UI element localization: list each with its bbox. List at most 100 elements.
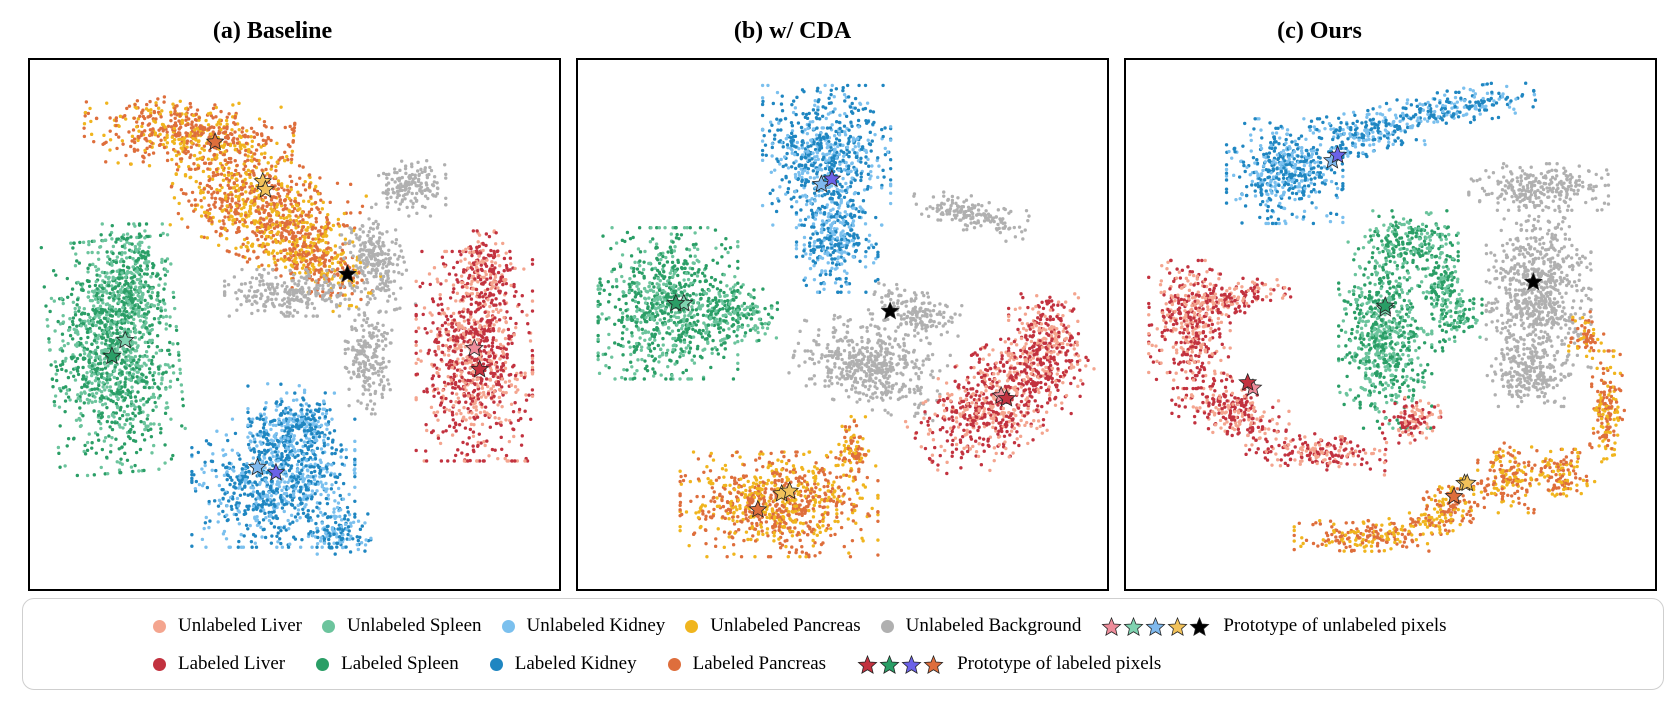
scatter-point [206, 123, 211, 127]
scatter-point [237, 203, 242, 207]
scatter-point [270, 301, 275, 306]
scatter-point [336, 217, 341, 222]
scatter-point [108, 291, 112, 296]
scatter-point [275, 160, 279, 164]
scatter-point [360, 278, 364, 282]
scatter-point [419, 167, 423, 172]
scatter-point [120, 326, 124, 331]
scatter-point [119, 405, 123, 410]
scatter-point [365, 406, 369, 411]
scatter-point [434, 413, 438, 418]
scatter-point [381, 366, 385, 370]
scatter-point [438, 292, 442, 297]
scatter-point [431, 183, 436, 188]
scatter-point [54, 372, 58, 376]
scatter-point [373, 349, 378, 353]
scatter-point [178, 367, 182, 372]
scatter-point [105, 310, 109, 314]
scatter-point [158, 112, 163, 116]
scatter-point [512, 434, 516, 439]
scatter-point [400, 272, 404, 276]
scatter-point [371, 381, 376, 385]
scatter-point [374, 219, 378, 224]
scatter-point [275, 210, 279, 215]
scatter-point [47, 340, 51, 344]
scatter-point [366, 358, 371, 363]
scatter-point [254, 276, 259, 281]
scatter-point [84, 340, 89, 345]
scatter-point [237, 229, 241, 233]
scatter-point [163, 411, 168, 416]
scatter-point [189, 105, 193, 109]
scatter-point [457, 344, 462, 349]
scatter-point [288, 247, 292, 251]
scatter-point [52, 299, 57, 303]
scatter-point [258, 283, 262, 287]
scatter-point [494, 307, 499, 312]
scatter-point [268, 282, 272, 286]
scatter-point [174, 123, 178, 128]
scatter-point [282, 216, 286, 221]
scatter-point [180, 118, 185, 123]
scatter-point [470, 411, 474, 415]
scatter-point [93, 289, 97, 293]
scatter-point [229, 208, 233, 213]
scatter-point [90, 446, 94, 450]
scatter-point [378, 231, 382, 235]
scatter-point [294, 214, 298, 218]
scatter-point [215, 123, 219, 127]
scatter-point [145, 326, 149, 330]
scatter-point [429, 168, 434, 173]
scatter-point [274, 240, 279, 245]
scatter-point [194, 179, 198, 184]
scatter-point [85, 371, 89, 375]
scatter-point [314, 268, 318, 272]
scatter-point [174, 153, 179, 158]
scatter-point [246, 154, 250, 158]
scatter-point [94, 323, 98, 328]
scatter-point [202, 187, 206, 191]
scatter-point [173, 306, 177, 311]
scatter-point [423, 169, 427, 174]
scatter-point [435, 192, 440, 196]
scatter-point [222, 222, 226, 226]
scatter-point [224, 177, 229, 181]
scatter-point [210, 196, 214, 200]
scatter-point [235, 183, 239, 188]
scatter-point [498, 289, 502, 294]
scatter-point [508, 316, 513, 321]
scatter-point [193, 128, 197, 132]
scatter-point [453, 363, 457, 367]
scatter-point [530, 309, 535, 313]
scatter-point [485, 439, 489, 443]
scatter-point [134, 259, 139, 263]
scatter-point [462, 307, 466, 311]
scatter-point [428, 165, 432, 170]
scatter-point [155, 345, 160, 349]
scatter-point [127, 312, 132, 316]
scatter-point [119, 238, 123, 243]
scatter-point [178, 371, 183, 375]
scatter-point [176, 341, 180, 346]
scatter-point [468, 416, 472, 420]
scatter-point [190, 141, 194, 145]
scatter-point [420, 249, 424, 254]
scatter-point [304, 213, 308, 217]
scatter-point [247, 299, 252, 303]
scatter-point [255, 228, 259, 232]
scatter-point [397, 185, 401, 189]
scatter-point [459, 352, 463, 357]
scatter-point [100, 222, 104, 226]
scatter-point [264, 249, 268, 254]
scatter-point [126, 434, 131, 439]
scatter-point [115, 390, 119, 394]
scatter-point [220, 209, 225, 213]
scatter-point [365, 256, 369, 260]
scatter-point [256, 238, 260, 242]
scatter-point [270, 292, 274, 296]
scatter-point [123, 117, 128, 121]
scatter-point [386, 299, 390, 303]
scatter-point [231, 139, 236, 144]
scatter-point [482, 327, 487, 332]
scatter-point [141, 354, 145, 359]
